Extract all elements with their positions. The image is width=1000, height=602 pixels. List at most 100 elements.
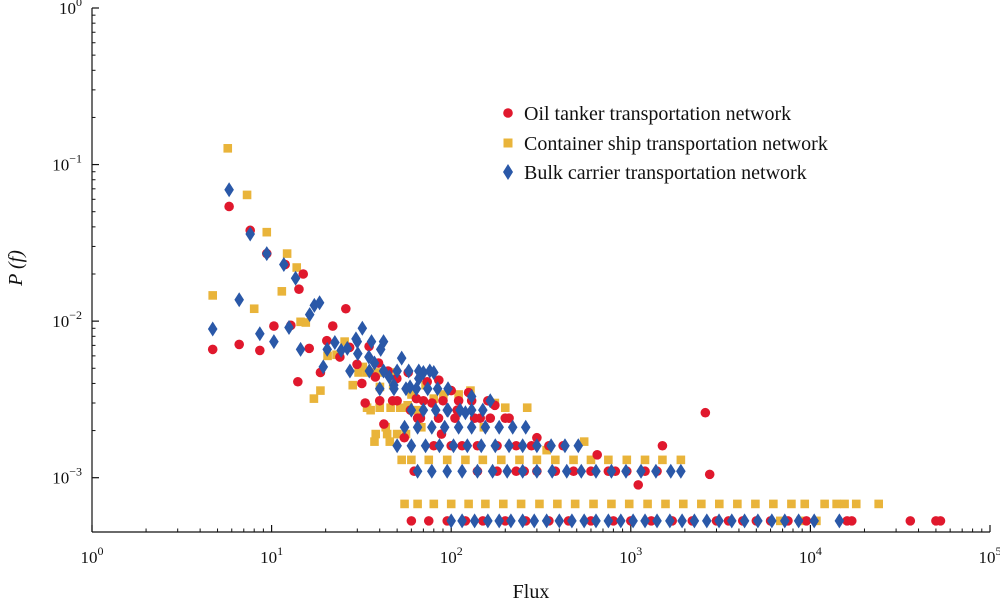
oil-point <box>453 395 464 406</box>
bulk-point <box>369 355 380 371</box>
container-point <box>832 499 841 509</box>
bulk-point <box>567 513 577 529</box>
bulk-point <box>640 513 650 529</box>
container-point <box>661 499 670 509</box>
oil-point <box>269 321 279 331</box>
oil-point <box>360 398 370 408</box>
bulk-point <box>793 513 804 529</box>
container-point <box>640 455 650 465</box>
bulk-point <box>375 341 386 357</box>
bulk-point <box>579 513 589 529</box>
oil-point <box>224 201 234 212</box>
container-point <box>516 499 526 509</box>
container-point <box>481 499 490 509</box>
bulk-point <box>476 438 487 454</box>
oil-point <box>704 469 715 480</box>
bulk-point <box>378 334 389 350</box>
container-point <box>400 499 409 509</box>
container-point <box>223 144 233 153</box>
oil-point <box>485 413 496 423</box>
x-tick-label: 105 <box>979 544 1000 567</box>
oil-point <box>450 413 460 423</box>
bulk-point <box>779 513 790 529</box>
bulk-point <box>389 381 399 397</box>
bulk-point <box>366 334 377 350</box>
bulk-point <box>457 513 467 529</box>
container-point <box>354 368 363 377</box>
bulk-point <box>520 419 531 435</box>
bulk-point <box>636 463 646 479</box>
bulk-point <box>466 389 477 405</box>
container-point <box>429 499 439 509</box>
oil-point <box>646 516 657 526</box>
oil-point <box>412 413 423 423</box>
container-point <box>316 386 325 395</box>
container-point <box>309 394 319 403</box>
container-point <box>820 499 829 509</box>
legend-label-oil: Oil tanker transportation network <box>524 103 791 125</box>
oil-point <box>234 339 244 350</box>
container-point <box>553 499 562 509</box>
container-point <box>370 437 379 446</box>
bulk-point <box>714 513 724 529</box>
bulk-point <box>809 513 820 529</box>
y-tick-label: 10−2 <box>52 308 82 331</box>
oil-point <box>500 413 511 423</box>
bulk-point <box>490 438 501 454</box>
bulk-point <box>357 320 368 336</box>
container-point <box>446 499 456 509</box>
container-point <box>478 455 488 465</box>
oil-point <box>438 395 448 406</box>
bulk-point <box>483 513 493 529</box>
bulk-point <box>554 513 565 529</box>
oil-point <box>399 432 410 443</box>
y-tick-label: 10−1 <box>52 152 82 175</box>
bulk-point <box>399 419 410 435</box>
bulk-point <box>345 363 355 379</box>
bulk-point <box>628 513 638 529</box>
container-point <box>589 499 598 509</box>
x-tick-label: 104 <box>799 544 822 567</box>
bulk-point <box>401 381 411 397</box>
bulk-point <box>621 463 631 479</box>
container-point <box>751 499 760 509</box>
container-point <box>658 455 667 465</box>
bulk-point <box>279 257 289 273</box>
container-point <box>371 429 381 439</box>
container-point <box>522 403 532 412</box>
bulk-point <box>616 513 626 529</box>
container-point <box>454 390 463 399</box>
bulk-point <box>342 340 353 356</box>
bulk-point <box>506 513 516 529</box>
y-tick-label: 100 <box>59 0 82 18</box>
oil-point <box>592 450 602 460</box>
bulk-point <box>472 463 483 479</box>
oil-point <box>293 376 303 387</box>
bulk-point <box>651 463 661 479</box>
bulk-point <box>420 438 431 454</box>
bulk-point <box>504 438 514 454</box>
legend-item-bulk: Bulk carrier transportation network <box>503 162 807 184</box>
x-axis-label: Flux <box>513 581 550 602</box>
container-point <box>407 390 416 399</box>
bulk-point <box>446 513 456 529</box>
oil-point <box>633 480 644 490</box>
container-point <box>249 304 259 314</box>
container-point <box>607 499 616 509</box>
y-ticks: 100 10−1 10−2 10−3 <box>52 0 99 488</box>
legend-marker-container <box>503 138 513 148</box>
oil-point <box>406 516 417 526</box>
bulk-point <box>560 438 570 454</box>
oil-point <box>418 395 429 406</box>
bulk-point <box>517 438 528 454</box>
container-point <box>301 318 311 327</box>
bulk-point <box>591 463 601 479</box>
oil-point <box>294 284 304 294</box>
oil-point <box>357 378 367 389</box>
container-point <box>340 337 349 346</box>
bulk-point <box>412 463 423 479</box>
bulk-point <box>304 307 315 323</box>
container-point <box>604 455 613 465</box>
bulk-point <box>576 463 587 479</box>
